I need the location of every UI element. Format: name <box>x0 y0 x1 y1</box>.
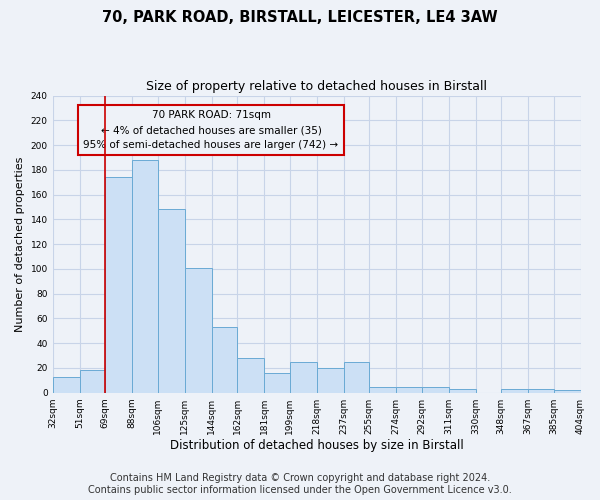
Bar <box>132 160 158 392</box>
Text: Contains HM Land Registry data © Crown copyright and database right 2024.
Contai: Contains HM Land Registry data © Crown c… <box>88 474 512 495</box>
Bar <box>158 210 185 392</box>
Bar <box>344 362 369 392</box>
Title: Size of property relative to detached houses in Birstall: Size of property relative to detached ho… <box>146 80 487 93</box>
Bar <box>80 370 105 392</box>
Bar <box>369 386 396 392</box>
Bar <box>53 376 80 392</box>
X-axis label: Distribution of detached houses by size in Birstall: Distribution of detached houses by size … <box>170 440 463 452</box>
Text: 70, PARK ROAD, BIRSTALL, LEICESTER, LE4 3AW: 70, PARK ROAD, BIRSTALL, LEICESTER, LE4 … <box>102 10 498 25</box>
Bar <box>290 362 317 392</box>
Bar <box>317 368 344 392</box>
Bar <box>422 386 449 392</box>
Y-axis label: Number of detached properties: Number of detached properties <box>15 156 25 332</box>
Bar <box>449 389 476 392</box>
Bar <box>105 178 132 392</box>
Bar <box>528 389 554 392</box>
Bar <box>501 389 528 392</box>
Bar <box>264 373 290 392</box>
Bar <box>554 390 581 392</box>
Text: 70 PARK ROAD: 71sqm
← 4% of detached houses are smaller (35)
95% of semi-detache: 70 PARK ROAD: 71sqm ← 4% of detached hou… <box>83 110 338 150</box>
Bar <box>212 327 237 392</box>
Bar <box>185 268 212 392</box>
Bar <box>396 386 422 392</box>
Bar <box>237 358 264 392</box>
